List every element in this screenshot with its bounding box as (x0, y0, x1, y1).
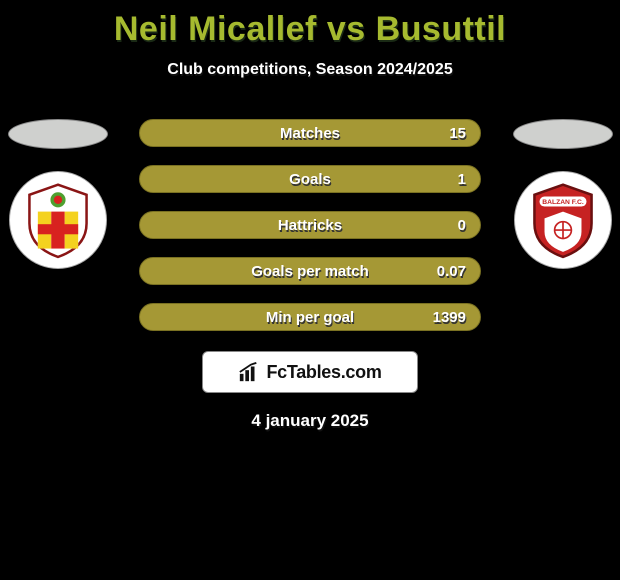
stat-value: 1399 (433, 309, 466, 326)
page-title: Neil Micallef vs Busuttil (0, 0, 620, 49)
date-text: 4 january 2025 (0, 411, 620, 431)
stat-value: 0 (458, 217, 466, 234)
stat-bar-gpm: Goals per match 0.07 (139, 257, 481, 285)
brand-box[interactable]: FcTables.com (202, 351, 418, 393)
stat-section: BALZAN F.C. Matches 15 Goals 1 Hattricks… (0, 119, 620, 431)
birkirkara-badge-icon (16, 178, 100, 262)
stat-bar-goals: Goals 1 (139, 165, 481, 193)
svg-text:BALZAN F.C.: BALZAN F.C. (542, 199, 584, 206)
stat-label: Goals per match (251, 263, 369, 280)
stat-label: Hattricks (278, 217, 342, 234)
stat-bar-mpg: Min per goal 1399 (139, 303, 481, 331)
balzan-badge-icon: BALZAN F.C. (521, 178, 605, 262)
stat-value: 1 (458, 171, 466, 188)
stat-value: 0.07 (437, 263, 466, 280)
stat-value: 15 (449, 125, 466, 142)
stat-label: Goals (289, 171, 331, 188)
stat-bar-matches: Matches 15 (139, 119, 481, 147)
right-player-head (513, 119, 613, 149)
right-player-col: BALZAN F.C. (505, 119, 620, 269)
subtitle: Club competitions, Season 2024/2025 (0, 61, 620, 79)
stat-label: Min per goal (266, 309, 354, 326)
chart-icon (238, 361, 260, 383)
left-player-col (0, 119, 115, 269)
right-club-badge: BALZAN F.C. (514, 171, 612, 269)
left-player-head (8, 119, 108, 149)
stat-label: Matches (280, 125, 340, 142)
stat-bar-hattricks: Hattricks 0 (139, 211, 481, 239)
brand-text: FcTables.com (266, 362, 381, 383)
root: Neil Micallef vs Busuttil Club competiti… (0, 0, 620, 580)
left-club-badge (9, 171, 107, 269)
